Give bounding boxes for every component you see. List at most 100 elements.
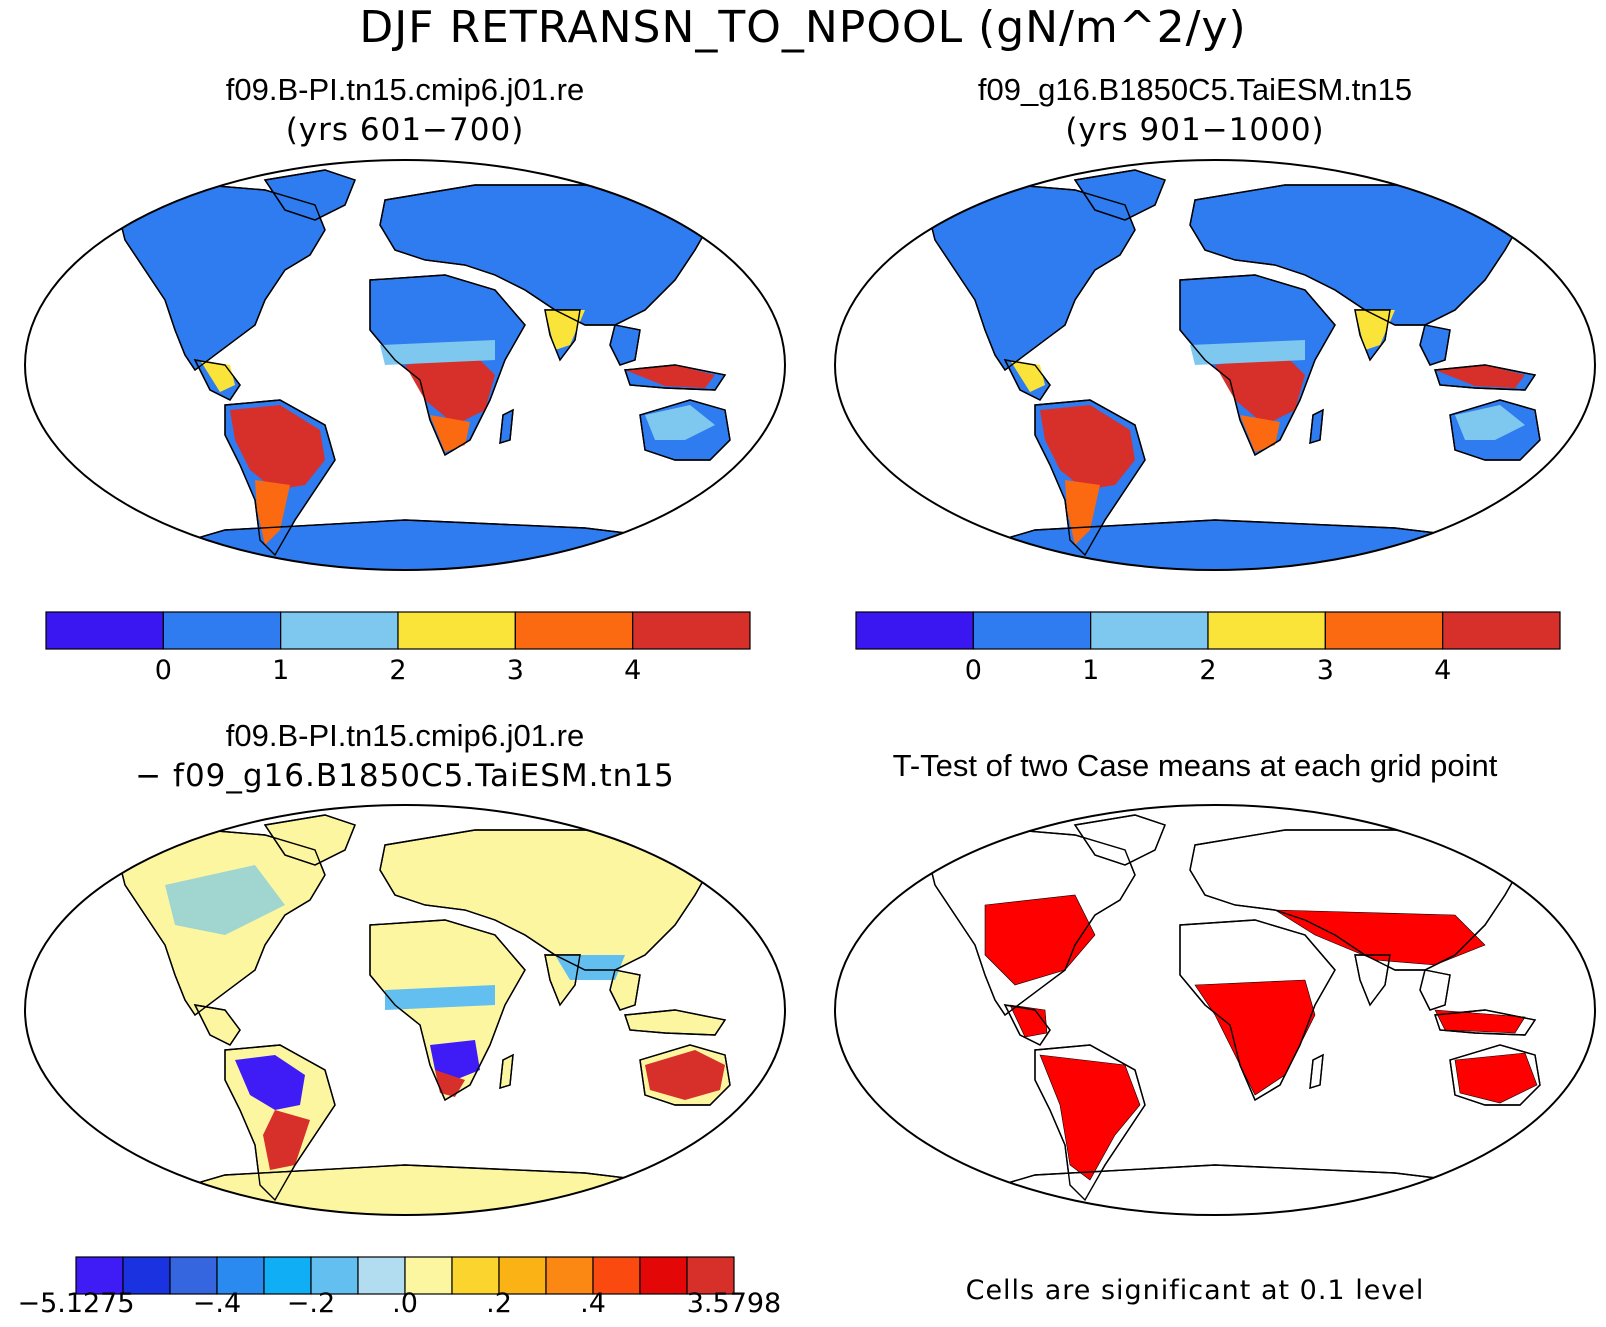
colorbar-tick-label: .0 <box>392 1288 418 1319</box>
colorbar-top-right <box>855 611 1561 650</box>
coastline-africa <box>1179 919 1336 1102</box>
colorbar-swatch <box>592 1256 641 1295</box>
negative-sahel <box>385 985 495 1010</box>
mid-value-south-africa <box>430 415 470 452</box>
positive-australia <box>645 1050 725 1100</box>
coastline-india <box>1354 954 1391 1007</box>
coastline-indonesia <box>624 1009 727 1036</box>
negative-southern-africa <box>430 1040 480 1080</box>
map-panel-top-right <box>914 169 1541 570</box>
high-value-indonesia <box>625 365 715 388</box>
mid-value-central-america <box>200 360 235 392</box>
coastline-africa <box>1179 274 1336 457</box>
coastline-centralAmerica <box>193 359 241 401</box>
coastline-seAsia <box>1419 324 1451 366</box>
coastline-southAmerica <box>1034 399 1146 557</box>
coastline-greenland <box>1073 169 1166 221</box>
colorbar-swatch <box>1207 611 1326 650</box>
colorbar-swatch <box>357 1256 406 1295</box>
coastline-australia <box>639 399 731 461</box>
coastline-northAmerica <box>119 829 326 1017</box>
coastline-indonesia <box>624 364 727 391</box>
high-value-central-africa <box>1215 355 1305 425</box>
coastline-greenland <box>1073 814 1166 866</box>
map-frame-bottom-left <box>24 804 786 1216</box>
map-frame-top-right <box>834 159 1596 571</box>
negative-south-asia <box>555 955 625 980</box>
map-content <box>914 169 1541 570</box>
mid-value-south-america <box>1065 480 1100 545</box>
colorbar-swatch <box>397 611 516 650</box>
map-content <box>104 169 731 570</box>
colorbar-tick-label: 2 <box>1199 655 1217 686</box>
coastline-northAmerica <box>119 184 326 372</box>
low-value-sahel <box>1190 340 1305 365</box>
colorbar-tick-label: 1 <box>1082 655 1100 686</box>
coastline-greenland <box>263 814 356 866</box>
panel-title-bottom-left: f09.B-PI.tn15.cmip6.j01.re <box>225 718 585 753</box>
coastline-southAmerica <box>1034 1044 1146 1202</box>
high-value-amazon <box>1040 405 1135 490</box>
coastline-australia <box>1449 1044 1541 1106</box>
colorbar-tick-label: 0 <box>964 655 982 686</box>
colorbar-tick-label: 3 <box>1316 655 1334 686</box>
significant-region-2 <box>1194 979 1316 1096</box>
map-content <box>914 814 1541 1215</box>
colorbar-tick-label: 0 <box>154 655 172 686</box>
colorbar-tick-label: .4 <box>580 1288 606 1319</box>
colorbar-swatch <box>1324 611 1444 650</box>
colorbar-top-left <box>45 611 751 650</box>
coastline-india <box>544 309 581 362</box>
colorbar-swatch <box>498 1256 547 1295</box>
significant-region-4 <box>1434 1009 1526 1034</box>
colorbar-swatch <box>263 1256 312 1295</box>
colorbar-swatch <box>514 611 634 650</box>
colorbar-tick-label: 1 <box>272 655 290 686</box>
coastline-centralAmerica <box>193 1004 241 1046</box>
coastline-northAmerica <box>929 184 1136 372</box>
coastline-africa <box>369 274 526 457</box>
coastline-northAmerica <box>929 829 1136 1017</box>
colorbar-swatch <box>639 1256 688 1295</box>
coastline-indonesia <box>1434 1009 1537 1036</box>
colorbar-tick-label: 4 <box>1434 655 1452 686</box>
colorbar-swatch <box>310 1256 359 1295</box>
high-value-central-africa <box>405 355 495 425</box>
colorbar-tick-label: 3 <box>506 655 524 686</box>
map-panel-bottom-left <box>104 814 731 1215</box>
map-panel-bottom-right <box>914 814 1541 1215</box>
coastline-madagascar <box>499 1053 514 1089</box>
figure-title: DJF RETRANSN_TO_NPOOL (gN/m^2/y) <box>359 2 1247 53</box>
coastline-greenland <box>263 169 356 221</box>
colorbar-swatch <box>75 1256 124 1295</box>
colorbar-swatch <box>855 611 974 650</box>
colorbar-swatch <box>972 611 1092 650</box>
colorbar-tick-label: .2 <box>486 1288 512 1319</box>
colorbar-swatch <box>545 1256 594 1295</box>
coastline-africa <box>369 919 526 1102</box>
colorbar-swatch <box>216 1256 265 1295</box>
panel-title-bottom-right: T-Test of two Case means at each grid po… <box>892 748 1498 783</box>
coastline-southAmerica <box>224 399 336 557</box>
colorbar-tick-label: 3.5798 <box>686 1288 782 1319</box>
panel-title-top-right: f09_g16.B1850C5.TaiESM.tn15 <box>977 72 1413 107</box>
colorbar-tick-label: −5.1275 <box>17 1288 135 1319</box>
mid-value-central-america <box>1010 360 1045 392</box>
panel-title-top-left: f09.B-PI.tn15.cmip6.j01.re <box>225 72 585 107</box>
map-content <box>104 814 731 1215</box>
coastline-seAsia <box>609 324 641 366</box>
colorbar-swatch <box>280 611 399 650</box>
high-value-indonesia <box>1435 365 1525 388</box>
colorbar-swatch <box>632 611 751 650</box>
colorbar-difference <box>75 1256 735 1295</box>
coastline-madagascar <box>1309 408 1324 444</box>
coastline-australia <box>1449 399 1541 461</box>
colorbar-swatch <box>1090 611 1209 650</box>
colorbar-swatch <box>1442 611 1561 650</box>
positive-south-america <box>263 1110 310 1170</box>
coastline-madagascar <box>499 408 514 444</box>
colorbar-tick-label: 2 <box>389 655 407 686</box>
colorbar-tick-label: −.2 <box>286 1288 336 1319</box>
panel-subtitle-top-right: (yrs 901−1000) <box>1065 112 1325 148</box>
